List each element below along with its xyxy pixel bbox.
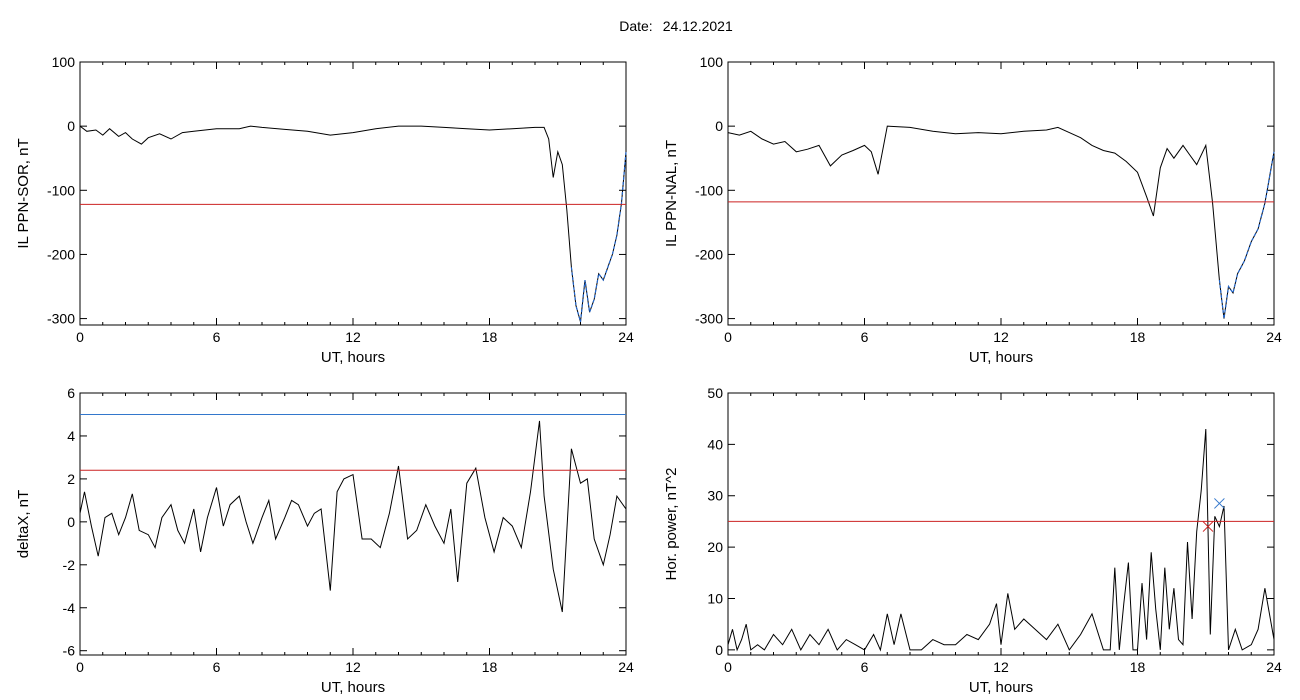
marker-stroke bbox=[1202, 521, 1214, 532]
x-axis-label: UT, hours bbox=[969, 349, 1033, 366]
x-tick-label: 12 bbox=[345, 329, 361, 345]
marker-red bbox=[1202, 521, 1214, 532]
y-tick-label: 40 bbox=[707, 436, 723, 452]
plot-frame bbox=[79, 61, 627, 326]
y-axis-label: Hor. power, nT^2 bbox=[663, 468, 680, 581]
x-tick-label: 24 bbox=[1266, 659, 1282, 675]
x-tick-label: 24 bbox=[1266, 329, 1282, 345]
x-axis-label: UT, hours bbox=[969, 679, 1033, 696]
y-tick-label: -200 bbox=[47, 246, 75, 262]
x-tick-label: 0 bbox=[76, 329, 84, 345]
y-tick-label: -6 bbox=[63, 643, 76, 659]
chart-deltax: 0 6 12 18 24 6 4 2 0 -2 -4 -6 UT, hours deltaX, nT bbox=[15, 385, 634, 696]
x-tick-label: 0 bbox=[724, 329, 732, 345]
date-label: Date: bbox=[619, 18, 653, 34]
x-tick-label: 0 bbox=[76, 659, 84, 675]
series-line bbox=[79, 420, 627, 613]
x-tick-label: 18 bbox=[1130, 329, 1146, 345]
y-tick-label: -200 bbox=[695, 246, 723, 262]
series-line bbox=[727, 125, 1275, 319]
x-tick-label: 12 bbox=[993, 329, 1009, 345]
y-tick-label: 0 bbox=[715, 118, 723, 134]
y-tick-label: -100 bbox=[695, 182, 723, 198]
y-axis-label: IL PPN-SOR, nT bbox=[15, 138, 32, 248]
chart-hor-power: 0 6 12 18 24 50 40 30 20 10 0 UT, hours Hor. power, … bbox=[663, 385, 1282, 696]
figure-date-title: Date: 24.12.2021 bbox=[0, 18, 1300, 34]
y-tick-label: 6 bbox=[67, 385, 75, 401]
marker-stroke bbox=[1214, 498, 1225, 509]
y-tick-label: -300 bbox=[47, 311, 75, 327]
y-tick-label: 0 bbox=[67, 514, 75, 530]
y-tick-label: 2 bbox=[67, 471, 75, 487]
x-tick-label: 6 bbox=[213, 659, 221, 675]
y-tick-label: 100 bbox=[52, 54, 76, 70]
x-tick-label: 18 bbox=[482, 659, 498, 675]
y-tick-label: 50 bbox=[707, 385, 723, 401]
x-tick-label: 24 bbox=[618, 329, 634, 345]
x-tick-label: 18 bbox=[1130, 659, 1146, 675]
x-tick-label: 24 bbox=[618, 659, 634, 675]
chart-il-ppn-nal: 0 6 12 18 24 100 0 -100 -200 -300 UT, hours IL PPN-… bbox=[663, 54, 1282, 366]
y-tick-label: 100 bbox=[700, 54, 724, 70]
x-axis-label: UT, hours bbox=[321, 349, 385, 366]
x-tick-label: 12 bbox=[993, 659, 1009, 675]
y-tick-label: -300 bbox=[695, 311, 723, 327]
y-tick-label: -2 bbox=[63, 557, 76, 573]
chart-il-ppn-sor: 0 6 12 18 24 100 0 -100 -200 -300 UT, hours IL PPN-… bbox=[15, 54, 634, 366]
y-tick-label: -100 bbox=[47, 182, 75, 198]
x-tick-label: 0 bbox=[724, 659, 732, 675]
y-tick-label: 4 bbox=[67, 428, 75, 444]
series-line bbox=[727, 428, 1275, 652]
y-tick-label: 10 bbox=[707, 590, 723, 606]
highlight-segment bbox=[570, 151, 627, 322]
y-tick-label: -4 bbox=[63, 600, 76, 616]
x-tick-label: 6 bbox=[861, 329, 869, 345]
date-value: 24.12.2021 bbox=[662, 18, 733, 34]
highlight-segment bbox=[1218, 151, 1275, 319]
plot-frame bbox=[727, 61, 1275, 326]
series-line bbox=[79, 125, 627, 322]
y-tick-label: 0 bbox=[67, 118, 75, 134]
x-tick-label: 12 bbox=[345, 659, 361, 675]
x-tick-label: 6 bbox=[861, 659, 869, 675]
marker-blue bbox=[1214, 498, 1225, 509]
y-tick-label: 20 bbox=[707, 539, 723, 555]
y-axis-label: deltaX, nT bbox=[15, 490, 32, 558]
plot-frame bbox=[79, 392, 627, 656]
y-tick-label: 30 bbox=[707, 488, 723, 504]
x-tick-label: 18 bbox=[482, 329, 498, 345]
x-tick-label: 6 bbox=[213, 329, 221, 345]
y-axis-label: IL PPN-NAL, nT bbox=[663, 140, 680, 247]
x-axis-label: UT, hours bbox=[321, 679, 385, 696]
y-tick-label: 0 bbox=[715, 642, 723, 658]
